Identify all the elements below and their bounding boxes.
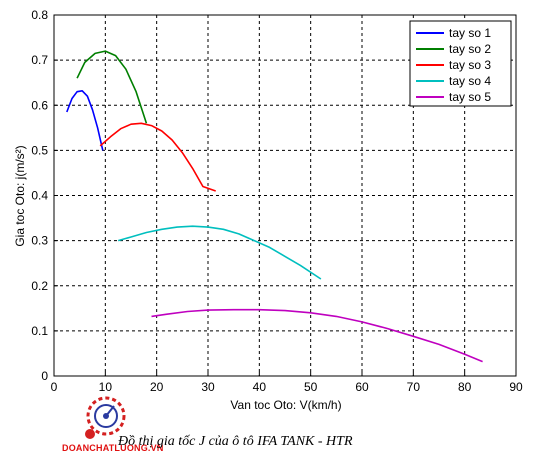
x-tick-labels: 0 10 20 30 40 50 60 70 80 90 — [51, 380, 523, 394]
series-line-4 — [117, 225, 322, 280]
chart-caption: Đồ thị gia tốc J của ô tô IFA TANK - HTR — [118, 434, 353, 449]
x-axis-label: Van toc Oto: V(km/h) — [230, 398, 341, 412]
tick-marks — [53, 14, 517, 377]
series-line-5 — [151, 308, 483, 363]
legend-box — [409, 20, 512, 107]
y-axis-label: Gia toc Oto: j(m/s²) — [13, 145, 27, 246]
y-tick-label: 0.3 — [31, 234, 48, 248]
x-tick-label: 30 — [201, 380, 215, 394]
x-tick-label: 70 — [407, 380, 421, 394]
acceleration-chart: 0 10 20 30 40 50 60 70 80 90 00.10.20.30.40.50.60… — [13, 8, 523, 412]
x-tick-label: 50 — [304, 380, 318, 394]
legend-label-3: tay so 3 — [449, 58, 491, 72]
series-line-2 — [76, 50, 148, 124]
x-tick-label: 90 — [509, 380, 523, 394]
legend: tay so 1 tay so 2 tay so 3 tay so 4 tay so 5 — [409, 20, 512, 107]
x-tick-label: 10 — [99, 380, 113, 394]
x-tick-label: 80 — [458, 380, 472, 394]
series-line-3 — [99, 122, 216, 192]
series-line-1 — [66, 90, 104, 151]
y-tick-label: 0.6 — [31, 98, 48, 112]
y-tick-label: 0.5 — [31, 143, 48, 157]
x-tick-label: 40 — [253, 380, 267, 394]
series-lines — [66, 50, 483, 363]
y-tick-label: 0.2 — [31, 279, 48, 293]
legend-label-4: tay so 4 — [449, 74, 491, 88]
y-tick-label: 0.4 — [31, 189, 48, 203]
grid — [54, 15, 516, 376]
y-tick-label: 0.7 — [31, 53, 48, 67]
y-tick-label: 0.8 — [31, 8, 48, 22]
legend-label-2: tay so 2 — [449, 42, 491, 56]
logo-text: DOANCHATLUONG.VN — [62, 443, 164, 453]
x-tick-label: 20 — [150, 380, 164, 394]
y-tick-label: 0.1 — [31, 324, 48, 338]
x-tick-label: 60 — [355, 380, 369, 394]
y-tick-label: 0 — [41, 369, 48, 383]
x-tick-label: 0 — [51, 380, 58, 394]
watermark-logo — [85, 396, 126, 439]
y-tick-labels: 0 0.1 0.2 0.3 0.4 0.5 0.6 0.7 0.8 — [31, 8, 48, 383]
legend-label-1: tay so 1 — [449, 26, 491, 40]
legend-label-5: tay so 5 — [449, 90, 491, 104]
